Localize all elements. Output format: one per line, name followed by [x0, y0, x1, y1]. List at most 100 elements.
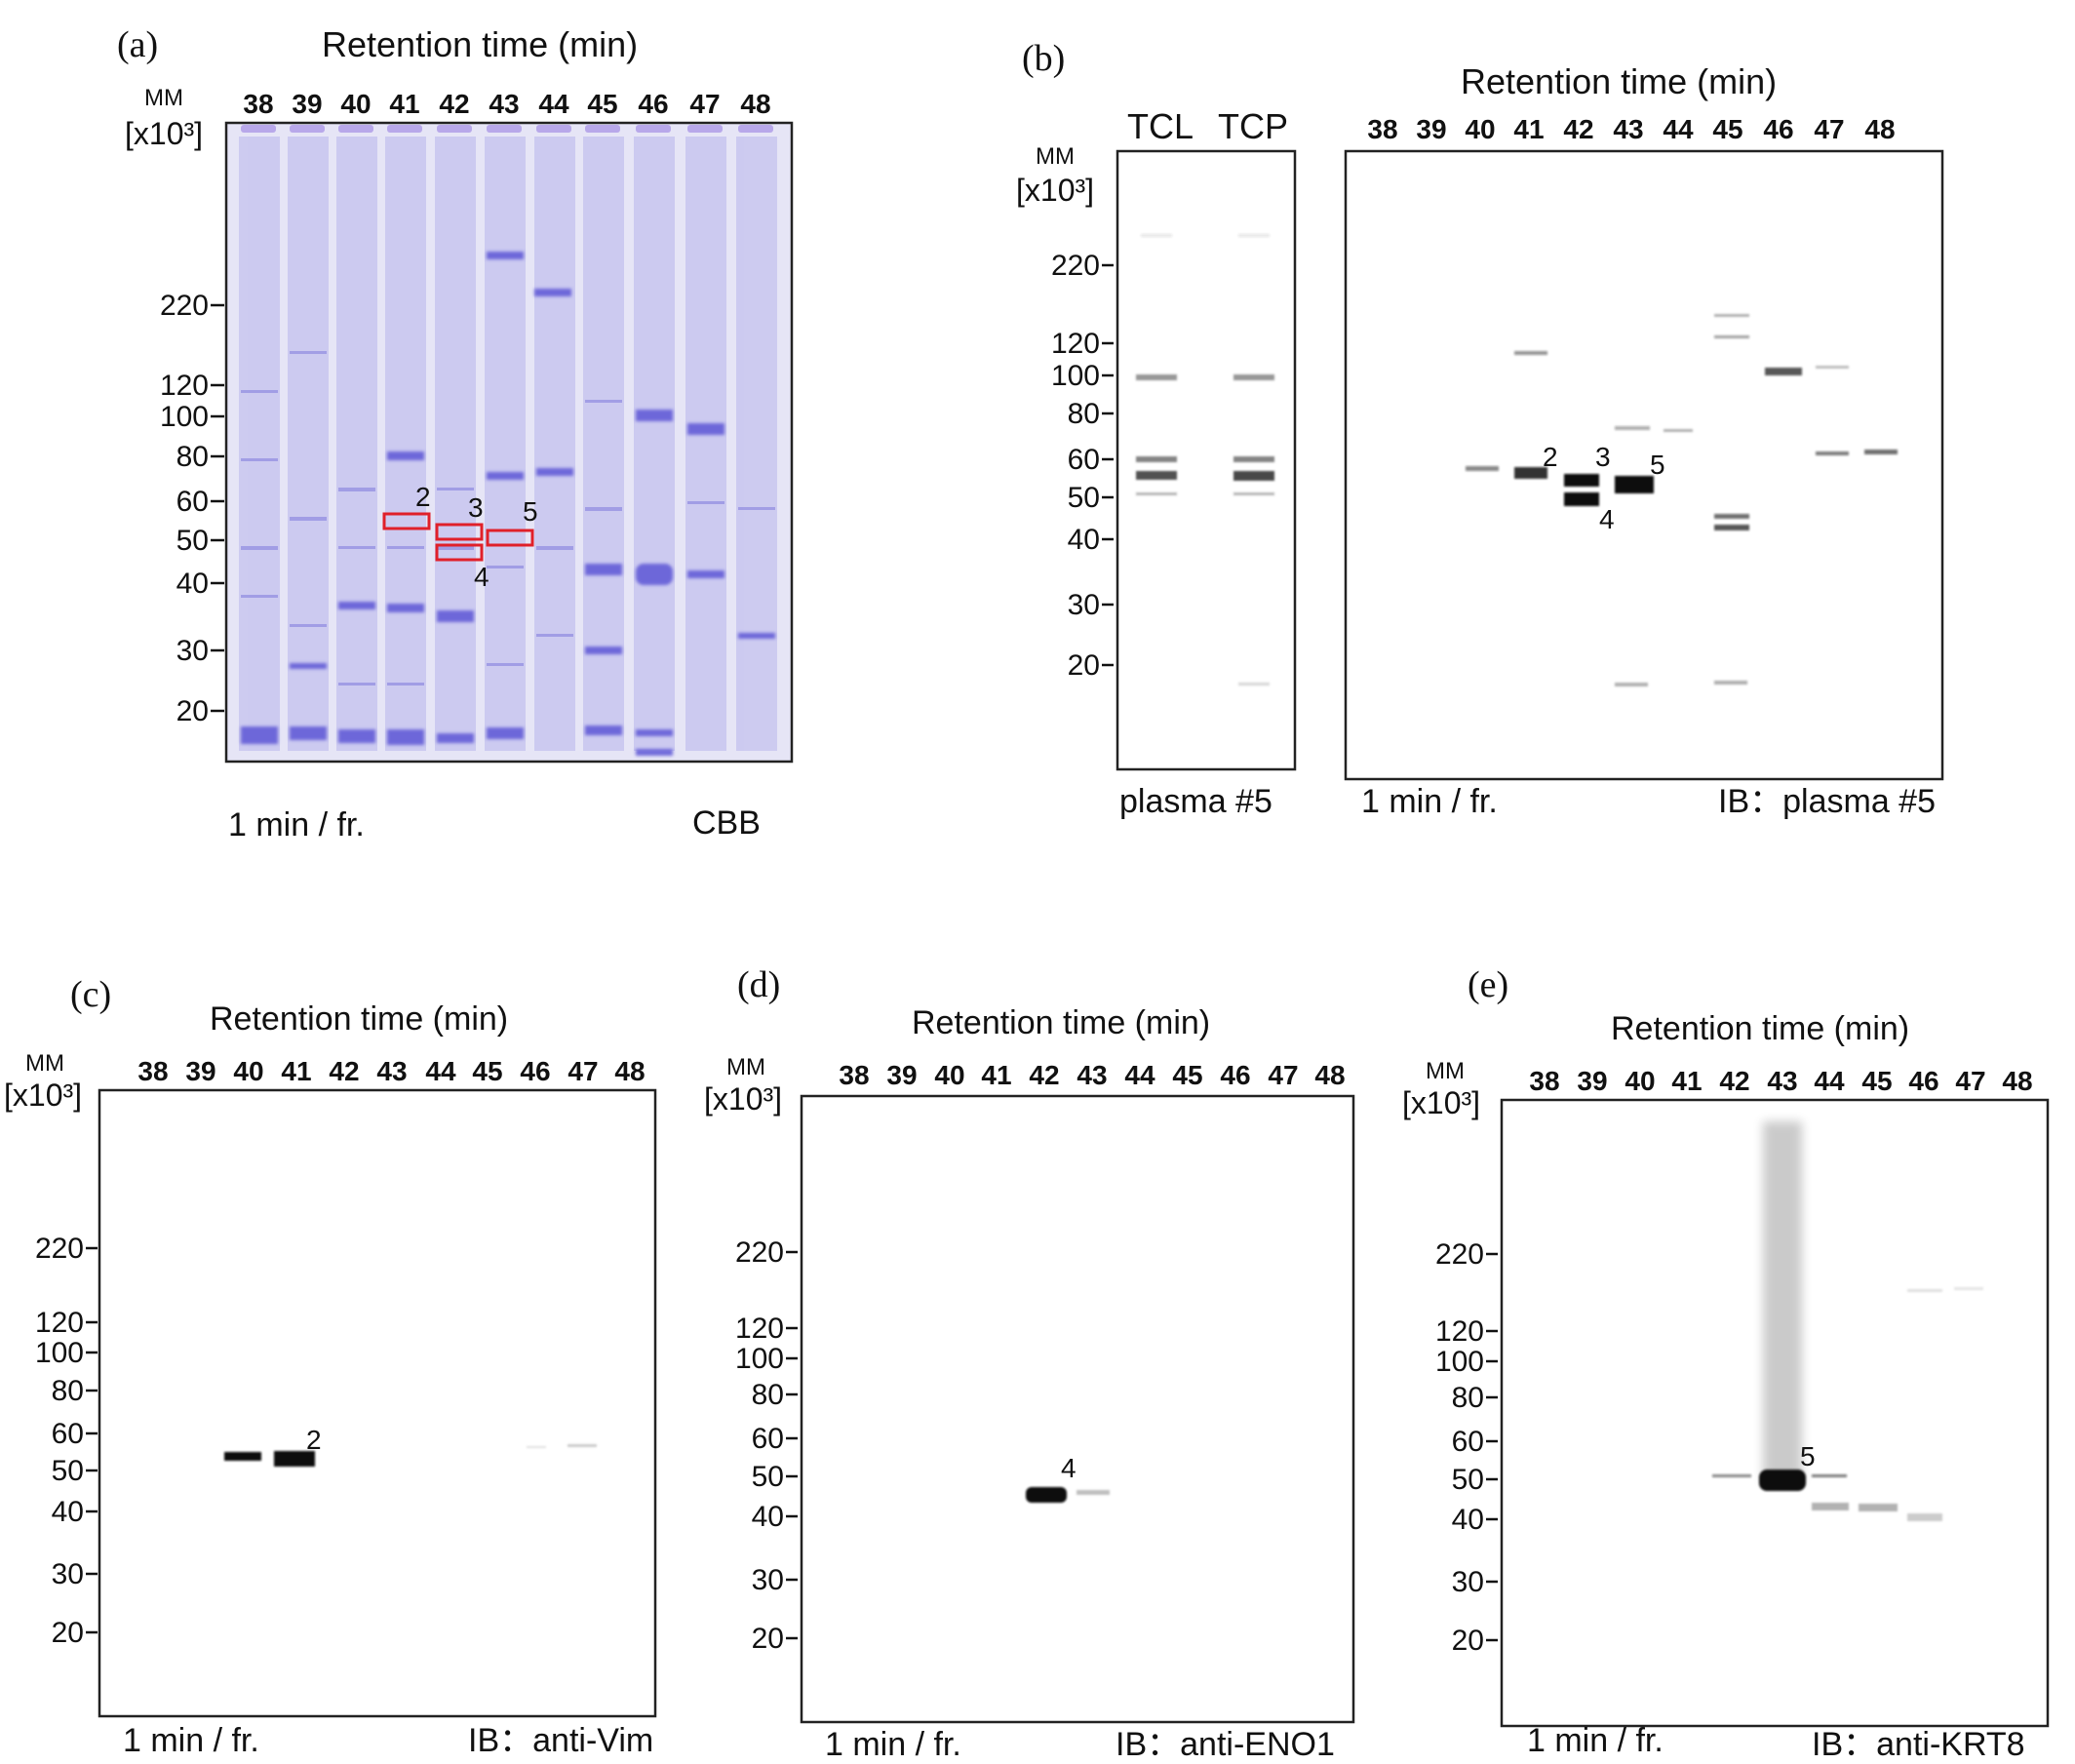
lane-label: 42: [329, 1056, 359, 1086]
lane-label: 48: [740, 89, 770, 119]
panel-b-label: (b): [1022, 38, 1065, 79]
lane-label: 41: [981, 1060, 1011, 1090]
panel-b-footer-right: IB：plasma #5: [1718, 783, 1936, 820]
panel-e-footer-right: IB：anti-KRT8: [1812, 1726, 2025, 1763]
lane-label: 41: [1671, 1066, 1702, 1096]
panel-b-mm-label: MM: [1036, 143, 1075, 170]
lane-label: 47: [1268, 1060, 1298, 1090]
lane-label: 42: [1029, 1060, 1059, 1090]
panel-e-footer-left: 1 min / fr.: [1527, 1722, 1664, 1759]
lane-label: 42: [1563, 114, 1593, 144]
band-label: 2: [306, 1425, 322, 1455]
marker-label: 80: [52, 1375, 84, 1407]
lane-label: 43: [1077, 1060, 1107, 1090]
panel-c: (c) Retention time (min) MM [x10³] 38 39…: [4, 974, 657, 1759]
lane-label: 41: [1513, 114, 1544, 144]
band-label: 3: [468, 492, 484, 523]
panel-c-lane-labels: 38 39 40 41 42 43 44 45 46 47 48: [137, 1056, 645, 1086]
lane-label: 43: [489, 89, 519, 119]
lane-label: 44: [1124, 1060, 1155, 1090]
panel-a-footer-left: 1 min / fr.: [228, 806, 365, 843]
lane-label: 38: [1529, 1066, 1559, 1096]
panel-c-title: Retention time (min): [210, 1000, 508, 1038]
panel-a-highlight-boxes: [382, 512, 534, 562]
lane-label: 38: [137, 1056, 168, 1086]
panel-b-blot: 2 3 4 5: [1344, 149, 1944, 781]
lane-label: 39: [1577, 1066, 1607, 1096]
band-label: 4: [1061, 1453, 1077, 1483]
lane-label: 45: [1712, 114, 1742, 144]
panel-e-blot: 5: [1500, 1098, 2050, 1728]
marker-label: 20: [1452, 1625, 1484, 1657]
marker-label: 100: [1051, 360, 1100, 392]
panel-e-mm-unit: [x10³]: [1402, 1085, 1480, 1120]
marker-label: 40: [176, 568, 209, 600]
marker-label: 120: [1051, 328, 1100, 360]
lane-label: 44: [538, 89, 569, 119]
lane-label: 44: [425, 1056, 456, 1086]
panel-b-small-blot: [1116, 149, 1297, 771]
marker-label: 80: [752, 1379, 784, 1411]
lane-label: 44: [1663, 114, 1694, 144]
marker-label: 50: [752, 1461, 784, 1493]
lane-label: 41: [389, 89, 419, 119]
panel-a-lane-labels: 38 39 40 41 42 43 44 45 46 47 48: [243, 89, 770, 119]
panel-b-extra-lane: TCL: [1127, 106, 1194, 146]
panel-b-band-labels: 2 3 4 5: [1543, 442, 1665, 534]
marker-label: 40: [752, 1501, 784, 1533]
marker-label: 100: [160, 401, 209, 433]
highlight-box-3: [435, 523, 484, 541]
lane-label: 43: [1613, 114, 1643, 144]
marker-label: 100: [35, 1337, 84, 1369]
marker-label: 50: [52, 1455, 84, 1487]
lane-label: 40: [934, 1060, 964, 1090]
lane-label: 42: [1719, 1066, 1749, 1096]
band-label: 5: [523, 496, 538, 527]
lane-label: 43: [376, 1056, 407, 1086]
panel-c-blot: 2: [98, 1088, 657, 1718]
marker-label: 220: [35, 1233, 84, 1265]
lane-label: 39: [292, 89, 322, 119]
band-label: 5: [1800, 1441, 1816, 1471]
lane-label: 40: [233, 1056, 263, 1086]
lane-label: 41: [281, 1056, 311, 1086]
marker-label: 100: [1435, 1346, 1484, 1378]
lane-label: 38: [1367, 114, 1397, 144]
panel-d-blot: 4: [800, 1094, 1355, 1724]
panel-e-title: Retention time (min): [1611, 1010, 1909, 1047]
panel-a-mm-label: MM: [144, 85, 183, 111]
marker-label: 60: [752, 1423, 784, 1455]
marker-label: 120: [35, 1307, 84, 1339]
panel-a-footer-right: CBB: [692, 804, 761, 842]
marker-label: 50: [1068, 482, 1100, 514]
lane-label: 44: [1814, 1066, 1845, 1096]
marker-label: 60: [1452, 1426, 1484, 1458]
panel-c-markers: 220 120 100 80 60 50 40 30 20: [35, 1233, 98, 1649]
panel-c-footer-right: IB：anti-Vim: [468, 1722, 653, 1759]
panel-c-mm-label: MM: [25, 1050, 64, 1077]
panel-b-footer-left: 1 min / fr.: [1361, 783, 1498, 820]
lane-label: 45: [472, 1056, 502, 1086]
panel-b-footer-small: plasma #5: [1119, 783, 1272, 820]
band-label: 5: [1650, 450, 1665, 480]
band-label: 2: [415, 482, 431, 512]
marker-label: 220: [1435, 1238, 1484, 1271]
panel-e-label: (e): [1468, 964, 1508, 1005]
highlight-box-4: [435, 543, 484, 562]
panel-a-mm-unit: [x10³]: [125, 116, 203, 151]
marker-label: 50: [176, 525, 209, 557]
lane-label: 45: [1172, 1060, 1202, 1090]
panel-e-lane-labels: 38 39 40 41 42 43 44 45 46 47 48: [1529, 1066, 2032, 1096]
panel-e: (e) Retention time (min) MM [x10³] 38 39…: [1402, 964, 2050, 1763]
highlight-box-5: [486, 529, 534, 547]
lane-label: 47: [689, 89, 720, 119]
marker-label: 120: [160, 370, 209, 402]
lane-label: 39: [886, 1060, 917, 1090]
lane-label: 38: [839, 1060, 869, 1090]
panel-e-mm-label: MM: [1426, 1058, 1465, 1084]
lane-label: 42: [439, 89, 469, 119]
marker-label: 50: [1452, 1464, 1484, 1496]
lane-label: 38: [243, 89, 273, 119]
lane-label: 48: [1864, 114, 1895, 144]
band-label: 4: [1599, 504, 1615, 534]
